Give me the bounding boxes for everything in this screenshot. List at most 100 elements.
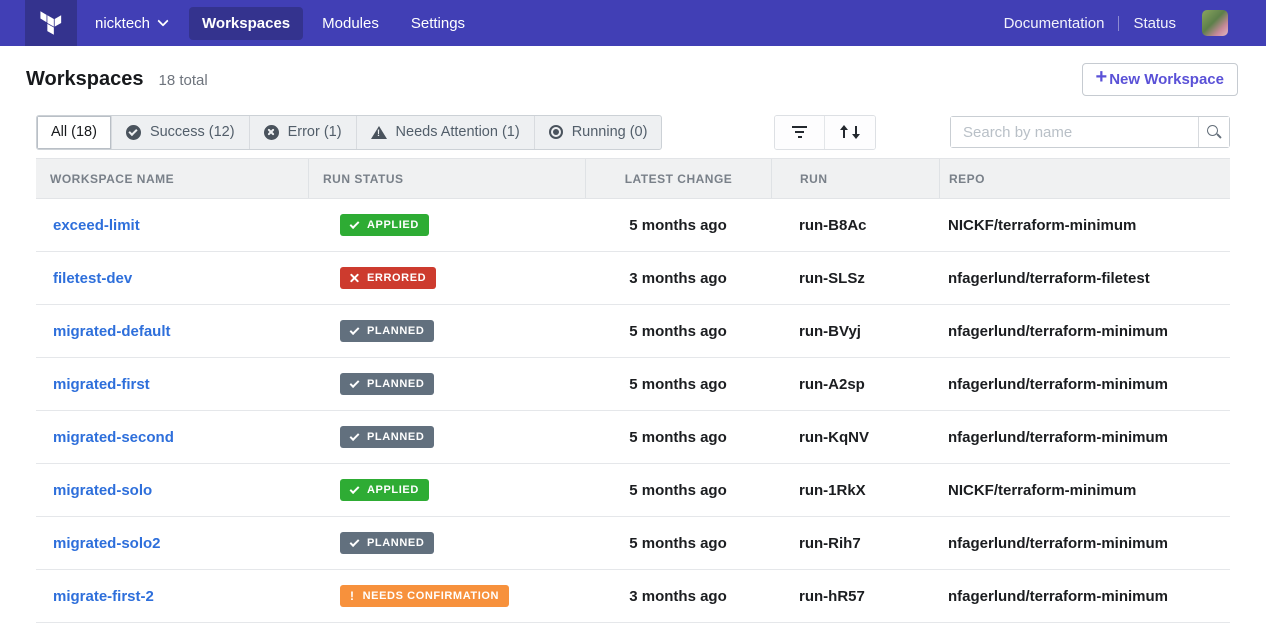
search-button[interactable] (1198, 117, 1229, 147)
nav-item-workspaces[interactable]: Workspaces (189, 6, 304, 40)
repo-name: nfagerlund/terraform-minimum (948, 375, 1169, 393)
plus-icon (1096, 71, 1108, 88)
navbar: nicktech Workspaces Modules Settings Doc… (0, 0, 1266, 46)
table-row: migrated-first PLANNED 5 months ago run-… (36, 358, 1230, 411)
status-icon (349, 483, 360, 494)
check-circle-icon (125, 124, 141, 140)
search-box (950, 116, 1230, 148)
latest-change: 5 months ago (629, 481, 727, 499)
workspace-link[interactable]: migrated-solo2 (53, 534, 161, 552)
status-icon (349, 324, 360, 335)
status-link[interactable]: Status (1133, 14, 1176, 32)
status-filter-tabs: All (18) Success (12) Error (1) Needs At… (36, 114, 663, 150)
workspace-link[interactable]: migrated-second (53, 428, 174, 446)
documentation-link[interactable]: Documentation (1003, 14, 1105, 32)
workspace-link[interactable]: migrated-default (53, 322, 171, 340)
run-id: run-BVyj (799, 322, 861, 340)
col-workspace-name: WORKSPACE NAME (50, 171, 175, 186)
repo-name: nfagerlund/terraform-minimum (948, 322, 1169, 340)
nav-divider (1118, 15, 1120, 31)
table-row: migrated-solo APPLIED 5 months ago run-1… (36, 464, 1230, 517)
status-label: PLANNED (367, 537, 425, 549)
latest-change: 5 months ago (629, 534, 727, 552)
status-badge: PLANNED (340, 426, 435, 448)
chevron-down-icon (157, 14, 169, 27)
status-badge: PLANNED (340, 373, 435, 395)
run-id: run-SLSz (799, 269, 865, 287)
status-label: APPLIED (367, 484, 419, 496)
tab-running-label: Running (0) (571, 124, 648, 140)
sort-button[interactable] (825, 115, 876, 149)
terraform-logo[interactable] (25, 0, 77, 46)
search-icon (1206, 124, 1222, 140)
search-input[interactable] (951, 117, 1198, 147)
status-icon (350, 589, 355, 603)
workspace-link[interactable]: migrate-first-2 (53, 587, 154, 605)
tab-error[interactable]: Error (1) (250, 115, 357, 149)
table-row: exceed-limit APPLIED 5 months ago run-B8… (36, 199, 1230, 252)
table-row: migrate-first-2 NEEDS CONFIRMATION 3 mon… (36, 570, 1230, 623)
run-id: run-1RkX (799, 481, 866, 499)
repo-name: NICKF/terraform-minimum (948, 481, 1137, 499)
run-id: run-Rih7 (799, 534, 861, 552)
status-badge: PLANNED (340, 532, 435, 554)
status-label: ERRORED (367, 272, 427, 284)
status-badge: APPLIED (340, 479, 429, 501)
tab-needs-attention[interactable]: Needs Attention (1) (357, 115, 535, 149)
repo-name: nfagerlund/terraform-filetest (948, 269, 1150, 287)
status-icon (349, 536, 360, 547)
status-badge: APPLIED (340, 214, 429, 236)
table-row: filetest-dev ERRORED 3 months ago run-SL… (36, 252, 1230, 305)
status-label: PLANNED (367, 378, 425, 390)
terraform-logo-icon (40, 11, 62, 35)
col-run: RUN (771, 159, 939, 198)
toolbar: All (18) Success (12) Error (1) Needs At… (36, 114, 1230, 150)
status-label: APPLIED (367, 219, 419, 231)
filter-button[interactable] (775, 115, 826, 149)
view-controls (774, 114, 877, 150)
x-circle-icon (263, 124, 279, 140)
new-workspace-label: New Workspace (1109, 70, 1224, 88)
status-icon (349, 430, 360, 441)
latest-change: 5 months ago (629, 216, 727, 234)
tab-error-label: Error (1) (287, 124, 342, 140)
page-title: Workspaces (26, 67, 144, 90)
tab-needs-attention-label: Needs Attention (1) (395, 124, 520, 140)
new-workspace-button[interactable]: New Workspace (1081, 62, 1238, 96)
latest-change: 3 months ago (629, 587, 727, 605)
workspace-link[interactable]: migrated-first (53, 375, 150, 393)
repo-name: nfagerlund/terraform-minimum (948, 587, 1169, 605)
tab-all[interactable]: All (18) (37, 115, 112, 149)
tab-running[interactable]: Running (0) (535, 116, 662, 149)
workspace-link[interactable]: filetest-dev (53, 269, 133, 287)
status-icon (349, 377, 360, 388)
status-label: PLANNED (367, 431, 425, 443)
col-latest-change: LATEST CHANGE (585, 159, 771, 198)
tab-success[interactable]: Success (12) (112, 115, 250, 149)
status-label: PLANNED (367, 325, 425, 337)
workspace-link[interactable]: migrated-solo (53, 481, 153, 499)
col-run-status: RUN STATUS (308, 159, 585, 198)
nav-item-settings[interactable]: Settings (410, 14, 466, 32)
repo-name: nfagerlund/terraform-minimum (948, 534, 1169, 552)
org-name: nicktech (95, 14, 151, 32)
status-badge: PLANNED (340, 320, 435, 342)
latest-change: 3 months ago (629, 269, 727, 287)
run-id: run-B8Ac (799, 216, 867, 234)
avatar[interactable] (1202, 10, 1228, 36)
table-row: migrated-solo2 PLANNED 5 months ago run-… (36, 517, 1230, 570)
tab-all-label: All (18) (51, 124, 97, 140)
run-id: run-hR57 (799, 587, 865, 605)
table-body: exceed-limit APPLIED 5 months ago run-B8… (36, 199, 1230, 623)
status-badge: NEEDS CONFIRMATION (340, 585, 510, 607)
status-label: NEEDS CONFIRMATION (362, 590, 500, 602)
filter-icon (791, 126, 808, 138)
org-switcher[interactable]: nicktech (95, 14, 169, 32)
warning-triangle-icon (370, 125, 387, 139)
latest-change: 5 months ago (629, 322, 727, 340)
status-icon (349, 218, 360, 229)
table-header: WORKSPACE NAME RUN STATUS LATEST CHANGE … (36, 158, 1230, 199)
workspace-link[interactable]: exceed-limit (53, 216, 140, 234)
status-icon (350, 274, 359, 283)
nav-item-modules[interactable]: Modules (322, 14, 379, 32)
